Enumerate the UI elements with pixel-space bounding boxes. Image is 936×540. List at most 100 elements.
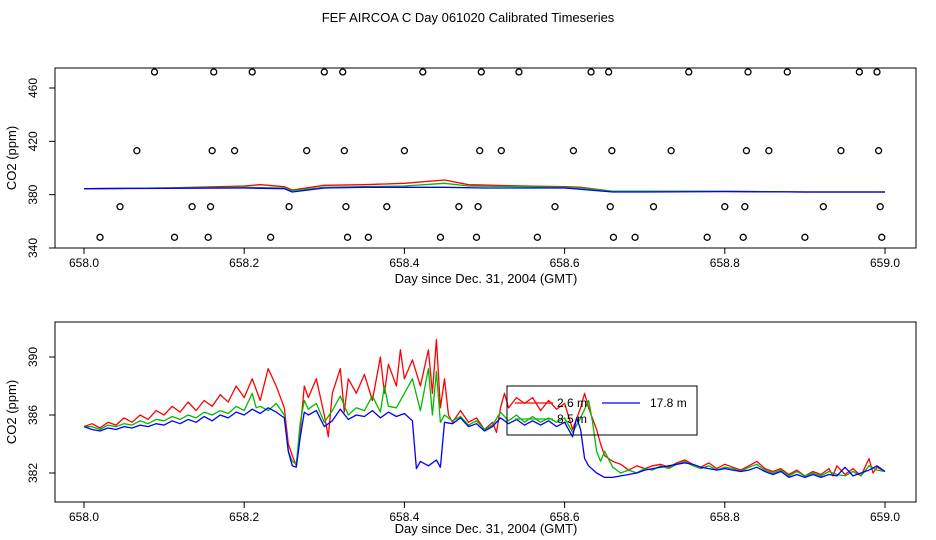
calibration-point xyxy=(340,147,348,155)
calibration-point xyxy=(685,68,693,76)
calibration-point xyxy=(476,147,484,155)
calibration-point xyxy=(188,203,196,211)
calibration-point xyxy=(150,68,159,76)
figure-title: FEF AIRCOA C Day 061020 Calibrated Times… xyxy=(322,10,615,25)
calibration-point xyxy=(419,68,427,76)
legend-label-8-5m: 8.5 m xyxy=(557,412,587,426)
top-x-axis-label: Day since Dec. 31, 2004 (GMT) xyxy=(395,271,578,286)
bottom-x-tick-label: 659.0 xyxy=(870,510,900,524)
calibration-point xyxy=(342,203,350,211)
calibration-point xyxy=(230,147,239,155)
calibration-point xyxy=(96,233,104,241)
calibration-point xyxy=(855,68,864,76)
bottom-y-axis: 382 386 390 xyxy=(26,347,56,483)
calibration-point xyxy=(206,203,215,211)
calibration-point xyxy=(667,147,675,155)
legend-label-17-8m: 17.8 m xyxy=(650,396,687,410)
calibration-point xyxy=(210,68,218,76)
bottom-y-tick-label: 382 xyxy=(26,463,40,483)
calibration-point xyxy=(204,233,212,241)
top-x-tick-label: 658.8 xyxy=(710,256,740,270)
calibration-point xyxy=(801,233,809,241)
calibration-point xyxy=(400,147,409,155)
top-x-tick-label: 658.6 xyxy=(550,256,580,270)
calibration-point xyxy=(477,68,485,76)
calibration-point xyxy=(587,68,595,76)
calibration-point xyxy=(608,147,616,155)
calibration-point xyxy=(721,203,729,211)
calibration-point xyxy=(649,203,658,211)
top-y-tick-label: 380 xyxy=(26,184,40,204)
calibration-point xyxy=(533,233,542,241)
calibration-point xyxy=(819,203,827,211)
calibration-point xyxy=(266,233,275,241)
calibration-point xyxy=(116,203,124,211)
calibration-point xyxy=(208,147,216,155)
bottom-series-line-17-8-m xyxy=(83,407,886,479)
calibration-point xyxy=(285,203,293,211)
calibration-point xyxy=(742,147,751,155)
calibration-point xyxy=(436,233,445,241)
calibration-point xyxy=(248,68,256,76)
calibration-point xyxy=(609,233,618,241)
legend: 2.6 m 8.5 m 17.8 m xyxy=(506,385,698,436)
calibration-point xyxy=(873,68,881,76)
calibration-point xyxy=(455,203,463,211)
top-y-axis: 340 380 420 460 xyxy=(26,78,56,258)
calibration-point xyxy=(605,68,613,76)
bottom-y-axis-label: CO2 (ppm) xyxy=(4,380,19,444)
bottom-series-line-2-6-m xyxy=(83,338,886,477)
bottom-x-tick-label: 658.6 xyxy=(550,510,580,524)
top-y-tick-label: 420 xyxy=(26,131,40,151)
top-x-tick-label: 658.0 xyxy=(69,256,99,270)
calibration-point xyxy=(739,233,747,241)
calibration-point xyxy=(569,147,578,155)
top-y-tick-label: 340 xyxy=(26,238,40,258)
bottom-x-tick-label: 658.0 xyxy=(69,510,99,524)
bottom-x-tick-label: 658.4 xyxy=(389,510,419,524)
calibration-point xyxy=(170,233,179,241)
calibration-point xyxy=(383,203,391,211)
bottom-y-tick-label: 386 xyxy=(26,405,40,425)
bottom-panel: 382 386 390 658.0 658.2 658.4 658.6 658.8 659.0… xyxy=(4,321,917,536)
top-x-axis: 658.0 658.2 658.4 658.6 658.8 659.0 xyxy=(69,247,900,270)
bottom-x-axis: 658.0 658.2 658.4 658.6 658.8 659.0 xyxy=(69,501,900,524)
top-y-axis-label: CO2 (ppm) xyxy=(4,126,19,190)
calibration-point xyxy=(320,68,328,76)
calibration-point xyxy=(133,147,141,155)
calibration-point xyxy=(783,68,791,76)
calibration-point xyxy=(765,147,773,155)
calibration-point xyxy=(339,68,347,76)
bottom-x-tick-label: 658.2 xyxy=(229,510,259,524)
calibration-point xyxy=(741,203,749,211)
calibration-point xyxy=(876,203,884,211)
bottom-y-tick-label: 390 xyxy=(26,347,40,367)
calibration-point xyxy=(303,147,311,155)
calibration-point xyxy=(474,203,482,211)
calibration-point xyxy=(837,147,845,155)
calibration-point xyxy=(874,147,883,155)
top-series-lines xyxy=(83,179,885,193)
calibration-point xyxy=(364,233,373,241)
calibration-point xyxy=(343,233,352,241)
bottom-series-lines xyxy=(83,338,886,479)
top-x-tick-label: 658.2 xyxy=(229,256,259,270)
calibration-point xyxy=(878,233,886,241)
top-calibration-points xyxy=(96,68,886,241)
legend-box xyxy=(506,385,698,436)
top-series-line-17-8-m xyxy=(83,186,885,193)
calibration-point xyxy=(606,203,614,211)
top-y-tick-label: 460 xyxy=(26,78,40,98)
calibration-point xyxy=(631,233,639,241)
top-x-tick-label: 659.0 xyxy=(870,256,900,270)
calibration-point xyxy=(472,233,481,241)
bottom-x-axis-label: Day since Dec. 31, 2004 (GMT) xyxy=(395,521,578,536)
bottom-series-line-8-5-m xyxy=(84,367,886,477)
top-plot-frame xyxy=(54,67,917,249)
bottom-x-tick-label: 658.8 xyxy=(710,510,740,524)
calibration-point xyxy=(497,147,505,155)
legend-label-2-6m: 2.6 m xyxy=(557,396,587,410)
calibration-point xyxy=(515,68,523,76)
top-x-tick-label: 658.4 xyxy=(389,256,419,270)
